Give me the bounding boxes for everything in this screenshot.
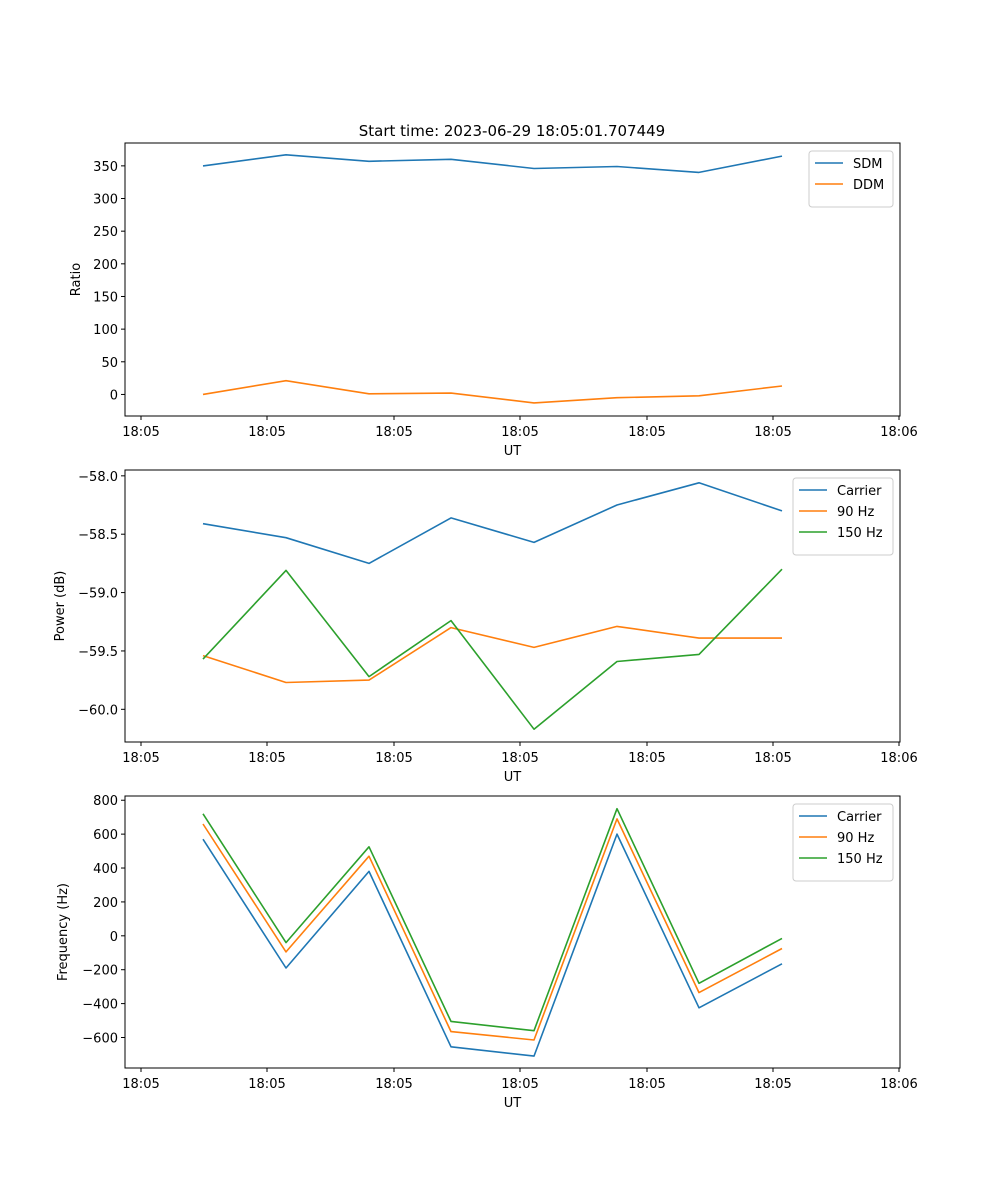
x-tick-label: 18:05 bbox=[501, 751, 538, 766]
x-tick-label: 18:05 bbox=[248, 425, 285, 440]
legend-box bbox=[792, 803, 894, 882]
series-line-ddm bbox=[202, 379, 783, 404]
y-axis-label: Ratio bbox=[69, 263, 84, 296]
x-tick-label: 18:05 bbox=[248, 1077, 285, 1092]
legend: Carrier 90 Hz 150 Hz bbox=[792, 477, 894, 556]
axes-frame bbox=[124, 142, 901, 417]
y-tick-label: 250 bbox=[93, 225, 118, 240]
y-tick-label: 0 bbox=[110, 388, 118, 403]
y-tick-label: 300 bbox=[93, 193, 118, 208]
legend-entry: 90 Hz bbox=[837, 505, 874, 520]
x-tick-label: 18:06 bbox=[880, 1077, 917, 1092]
axes-frame bbox=[124, 795, 901, 1069]
x-tick-label: 18:05 bbox=[375, 425, 412, 440]
y-tick-label: 800 bbox=[93, 794, 118, 809]
y-tick-label: 0 bbox=[110, 930, 118, 945]
x-tick-label: 18:05 bbox=[501, 1077, 538, 1092]
series-line-90-hz bbox=[202, 818, 783, 1041]
y-tick-label: −59.5 bbox=[78, 645, 118, 660]
ratio-panel: 18:05 18:05 18:05 18:05 18:05 18:05 18:06 0 50 10… bbox=[69, 142, 918, 459]
series-line-150-hz bbox=[202, 807, 783, 1032]
legend-box bbox=[808, 150, 894, 208]
y-tick-label: −600 bbox=[82, 1031, 118, 1046]
legend-entry: DDM bbox=[853, 178, 884, 193]
x-axis-label: UT bbox=[504, 1096, 522, 1111]
legend-entry: 90 Hz bbox=[837, 831, 874, 846]
x-tick-label: 18:05 bbox=[628, 1077, 665, 1092]
y-tick-label: 400 bbox=[93, 862, 118, 877]
x-tick-label: 18:05 bbox=[122, 751, 159, 766]
series-line-carrier bbox=[202, 833, 783, 1057]
y-tick-label: 50 bbox=[101, 356, 118, 371]
y-axis-label: Frequency (Hz) bbox=[56, 883, 71, 981]
y-tick-label: 200 bbox=[93, 258, 118, 273]
x-tick-label: 18:05 bbox=[754, 751, 791, 766]
legend-entry: 150 Hz bbox=[837, 852, 883, 867]
y-axis-label: Power (dB) bbox=[53, 571, 68, 642]
series-line-90-hz bbox=[202, 625, 782, 684]
legend-box bbox=[792, 477, 894, 556]
x-tick-label: 18:05 bbox=[375, 1077, 412, 1092]
legend-entry: 150 Hz bbox=[837, 526, 883, 541]
x-tick-label: 18:05 bbox=[122, 1077, 159, 1092]
y-tick-label: −58.5 bbox=[78, 528, 118, 543]
legend: Carrier 90 Hz 150 Hz bbox=[792, 803, 894, 882]
x-tick-label: 18:05 bbox=[628, 425, 665, 440]
legend-entry: Carrier bbox=[837, 484, 882, 499]
axes-frame bbox=[124, 469, 901, 743]
x-tick-label: 18:05 bbox=[122, 425, 159, 440]
figure-title: Start time: 2023-06-29 18:05:01.707449 bbox=[359, 122, 665, 140]
x-tick-label: 18:05 bbox=[754, 425, 791, 440]
y-tick-label: 600 bbox=[93, 828, 118, 843]
y-tick-label: −200 bbox=[82, 964, 118, 979]
y-tick-label: −60.0 bbox=[78, 703, 118, 718]
x-tick-label: 18:05 bbox=[754, 1077, 791, 1092]
legend-entry: SDM bbox=[853, 157, 882, 172]
x-tick-label: 18:05 bbox=[501, 425, 538, 440]
y-tick-label: −58.0 bbox=[78, 470, 118, 485]
y-tick-label: −59.0 bbox=[78, 587, 118, 602]
y-tick-label: 350 bbox=[93, 160, 118, 175]
x-tick-label: 18:06 bbox=[880, 425, 917, 440]
y-tick-label: 100 bbox=[93, 323, 118, 338]
x-axis-label: UT bbox=[504, 770, 522, 785]
series-line-150-hz bbox=[202, 568, 783, 731]
x-tick-label: 18:06 bbox=[880, 751, 917, 766]
frequency-panel: 18:05 18:05 18:05 18:05 18:05 18:05 18:06 −600 −… bbox=[56, 794, 918, 1111]
x-tick-label: 18:05 bbox=[375, 751, 412, 766]
y-tick-label: −400 bbox=[82, 998, 118, 1013]
y-tick-label: 200 bbox=[93, 896, 118, 911]
series-line-sdm bbox=[202, 154, 783, 174]
x-tick-label: 18:05 bbox=[248, 751, 285, 766]
x-tick-label: 18:05 bbox=[628, 751, 665, 766]
y-tick-label: 150 bbox=[93, 290, 118, 305]
x-axis-label: UT bbox=[504, 444, 522, 459]
series-line-carrier bbox=[202, 481, 783, 565]
power-panel: 18:05 18:05 18:05 18:05 18:05 18:05 18:06 −60.0… bbox=[53, 469, 918, 785]
legend: SDM DDM bbox=[808, 150, 894, 208]
legend-entry: Carrier bbox=[837, 810, 882, 825]
